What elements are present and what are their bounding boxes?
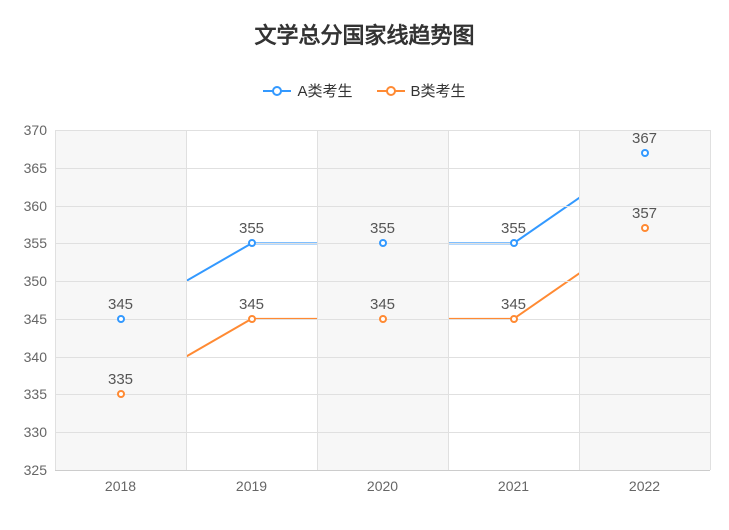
x-gridline: [55, 130, 56, 470]
data-label: 345: [370, 296, 395, 313]
y-tick-label: 340: [24, 349, 47, 365]
y-tick-label: 365: [24, 160, 47, 176]
data-label: 355: [239, 220, 264, 237]
y-tick-label: 335: [24, 386, 47, 402]
x-axis-line: [55, 470, 710, 471]
x-tick-label: 2022: [629, 478, 660, 494]
data-marker[interactable]: [379, 315, 387, 323]
y-tick-label: 370: [24, 122, 47, 138]
data-label: 357: [632, 205, 657, 222]
y-tick-label: 325: [24, 462, 47, 478]
y-gridline: [55, 432, 710, 433]
y-gridline: [55, 206, 710, 207]
y-gridline: [55, 357, 710, 358]
x-gridline: [186, 130, 187, 470]
chart-container: 文学总分国家线趋势图 A类考生 B类考生 3253303353403453503…: [0, 0, 729, 530]
legend-marker-a: [263, 84, 291, 98]
data-marker[interactable]: [117, 315, 125, 323]
y-tick-label: 355: [24, 235, 47, 251]
x-band: [579, 130, 710, 470]
y-tick-label: 330: [24, 424, 47, 440]
data-label: 335: [108, 371, 133, 388]
legend-label-a: A类考生: [297, 80, 352, 101]
x-gridline: [448, 130, 449, 470]
x-gridline: [710, 130, 711, 470]
data-marker[interactable]: [641, 224, 649, 232]
data-label: 367: [632, 130, 657, 147]
data-marker[interactable]: [379, 239, 387, 247]
y-tick-label: 360: [24, 198, 47, 214]
data-marker[interactable]: [510, 239, 518, 247]
data-marker[interactable]: [248, 315, 256, 323]
y-tick-label: 345: [24, 311, 47, 327]
x-tick-label: 2018: [105, 478, 136, 494]
y-gridline: [55, 130, 710, 131]
legend-marker-b: [377, 84, 405, 98]
x-tick-label: 2019: [236, 478, 267, 494]
y-gridline: [55, 281, 710, 282]
y-gridline: [55, 394, 710, 395]
legend-label-b: B类考生: [411, 80, 466, 101]
legend-item-a[interactable]: A类考生: [263, 80, 352, 101]
legend-item-b[interactable]: B类考生: [377, 80, 466, 101]
data-label: 355: [370, 220, 395, 237]
y-tick-label: 350: [24, 273, 47, 289]
y-gridline: [55, 168, 710, 169]
data-label: 345: [108, 296, 133, 313]
data-label: 345: [239, 296, 264, 313]
data-label: 355: [501, 220, 526, 237]
legend: A类考生 B类考生: [0, 80, 729, 101]
data-label: 345: [501, 296, 526, 313]
plot-area: 3253303353403453503553603653702018201920…: [55, 130, 710, 470]
x-gridline: [317, 130, 318, 470]
x-tick-label: 2021: [498, 478, 529, 494]
x-tick-label: 2020: [367, 478, 398, 494]
data-marker[interactable]: [117, 390, 125, 398]
data-marker[interactable]: [248, 239, 256, 247]
data-marker[interactable]: [510, 315, 518, 323]
x-gridline: [579, 130, 580, 470]
data-marker[interactable]: [641, 149, 649, 157]
chart-title: 文学总分国家线趋势图: [0, 18, 729, 50]
